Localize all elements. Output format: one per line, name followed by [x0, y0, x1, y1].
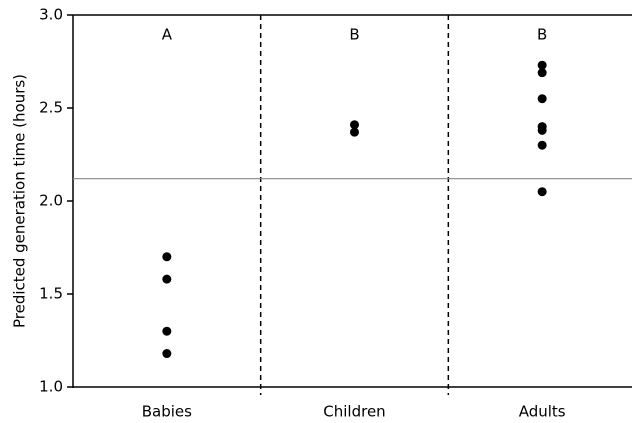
point	[537, 68, 547, 78]
point	[162, 349, 172, 359]
point	[537, 140, 547, 150]
point	[162, 326, 172, 336]
point	[537, 60, 547, 70]
point	[350, 127, 359, 137]
x-tick-label: Babies	[142, 403, 192, 421]
point	[537, 94, 547, 104]
y-tick-label: 1.5	[39, 285, 63, 303]
group-letter: B	[537, 26, 547, 44]
y-tick-label: 1.0	[39, 378, 63, 396]
point	[162, 252, 172, 262]
x-tick-label: Children	[323, 403, 385, 421]
point	[162, 274, 172, 284]
y-tick-label: 2.0	[39, 192, 63, 210]
point	[537, 187, 547, 197]
y-axis-label: Predicted generation time (hours)	[11, 74, 29, 328]
group-letter: A	[162, 26, 173, 44]
y-tick-label: 3.0	[39, 6, 63, 24]
point	[350, 120, 359, 130]
x-tick-label: Adults	[519, 403, 566, 421]
y-tick-label: 2.5	[39, 99, 63, 117]
group-letter: B	[349, 26, 359, 44]
point	[537, 125, 547, 135]
